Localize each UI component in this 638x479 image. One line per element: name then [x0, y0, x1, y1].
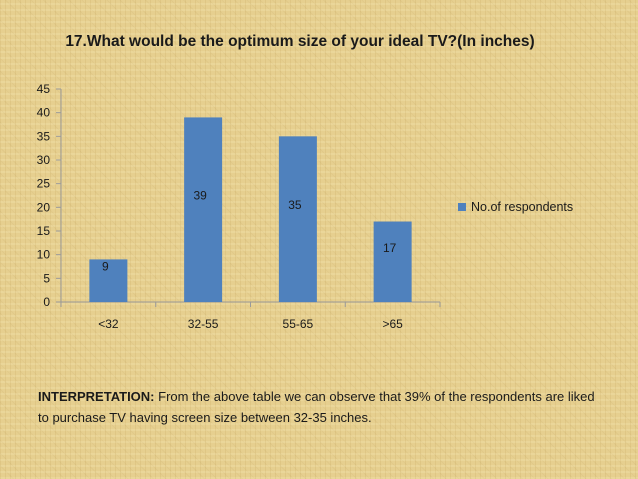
- y-tick-label: 15: [37, 224, 51, 238]
- y-tick-label: 45: [37, 82, 51, 96]
- interpretation-body: From the above table we can observe that…: [38, 389, 595, 425]
- legend: No.of respondents: [458, 200, 573, 214]
- bar: [89, 259, 128, 302]
- x-tick-label: <32: [98, 317, 119, 331]
- y-tick-label: 20: [37, 200, 51, 214]
- data-label: 35: [288, 198, 302, 212]
- y-tick-label: 5: [43, 271, 50, 285]
- legend-label: No.of respondents: [471, 200, 574, 214]
- y-tick-label: 30: [37, 153, 51, 167]
- chart-title: 17.What would be the optimum size of you…: [65, 33, 535, 50]
- data-label: 17: [383, 241, 397, 255]
- legend-swatch: [458, 203, 466, 211]
- interpretation-text: INTERPRETATION: From the above table we …: [38, 386, 608, 428]
- interpretation-heading: INTERPRETATION:: [38, 389, 155, 404]
- bar: [184, 117, 223, 303]
- data-label: 9: [102, 260, 109, 274]
- y-tick-label: 35: [37, 129, 51, 143]
- data-label: 39: [193, 189, 207, 203]
- y-tick-label: 40: [37, 106, 51, 120]
- bar: [373, 221, 412, 302]
- x-tick-label: 55-65: [283, 317, 314, 331]
- y-tick-label: 0: [43, 295, 50, 309]
- x-tick-label: 32-55: [188, 317, 219, 331]
- y-tick-label: 25: [37, 177, 51, 191]
- bar: [278, 136, 317, 302]
- x-tick-label: >65: [382, 317, 403, 331]
- y-tick-label: 10: [37, 248, 51, 262]
